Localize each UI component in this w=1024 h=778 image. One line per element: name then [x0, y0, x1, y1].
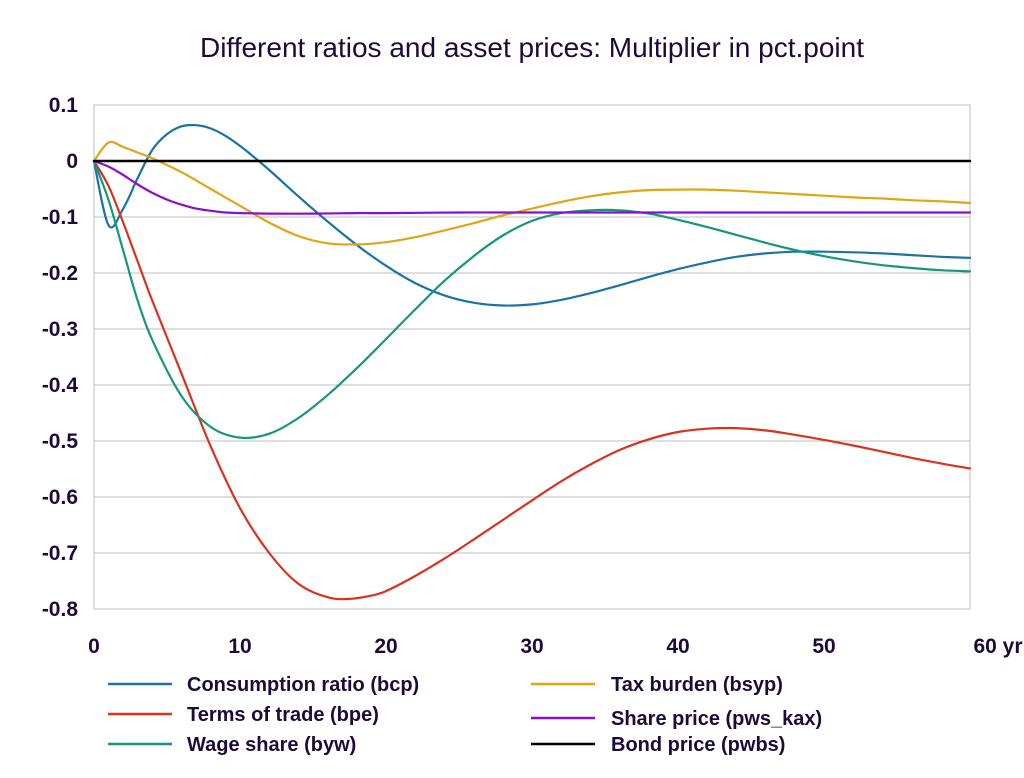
y-tick-label: -0.5	[42, 430, 79, 453]
x-tick-label: 60 yr	[973, 635, 1022, 658]
chart-title: Different ratios and asset prices: Multi…	[199, 32, 864, 63]
legend-label: Share price (pws_kax)	[611, 708, 822, 730]
legend-label: Bond price (pwbs)	[611, 734, 785, 756]
x-tick-label: 50	[812, 635, 835, 658]
x-axis-ticks: 0 10 20 30 40 50 60 yr	[88, 635, 1022, 658]
series-layer	[92, 123, 972, 601]
y-tick-label: -0.4	[42, 374, 79, 397]
y-tick-label: 0.1	[49, 94, 79, 117]
series-line-3	[92, 159, 972, 440]
x-tick-label: 0	[88, 635, 100, 658]
legend: Consumption ratio (bcp) Terms of trade (b…	[108, 674, 822, 756]
series-line-1	[92, 123, 972, 307]
y-tick-label: -0.3	[42, 318, 78, 341]
legend-label: Terms of trade (bpe)	[187, 704, 379, 726]
legend-label: Tax burden (bsyp)	[611, 674, 783, 696]
y-tick-label: -0.2	[42, 262, 78, 285]
x-tick-label: 10	[228, 635, 251, 658]
x-tick-label: 30	[520, 635, 543, 658]
y-tick-label: -0.7	[42, 542, 78, 565]
x-tick-label: 40	[666, 635, 689, 658]
x-tick-label: 20	[374, 635, 397, 658]
series-line-4	[92, 140, 972, 246]
series-line-2	[92, 159, 972, 601]
series-line-5	[92, 159, 972, 215]
y-tick-label: -0.1	[42, 206, 79, 229]
y-tick-label: -0.6	[42, 486, 78, 509]
y-tick-label: 0	[66, 150, 78, 173]
plot-area	[93, 104, 971, 610]
legend-label: Wage share (byw)	[187, 734, 356, 756]
y-tick-label: -0.8	[42, 598, 79, 621]
y-axis-ticks: 0.1 0 -0.1 -0.2 -0.3 -0.4 -0.5 -0.6 -0.7 -0.8	[42, 94, 79, 621]
legend-label: Consumption ratio (bcp)	[187, 674, 419, 696]
plot-frame	[93, 104, 971, 610]
